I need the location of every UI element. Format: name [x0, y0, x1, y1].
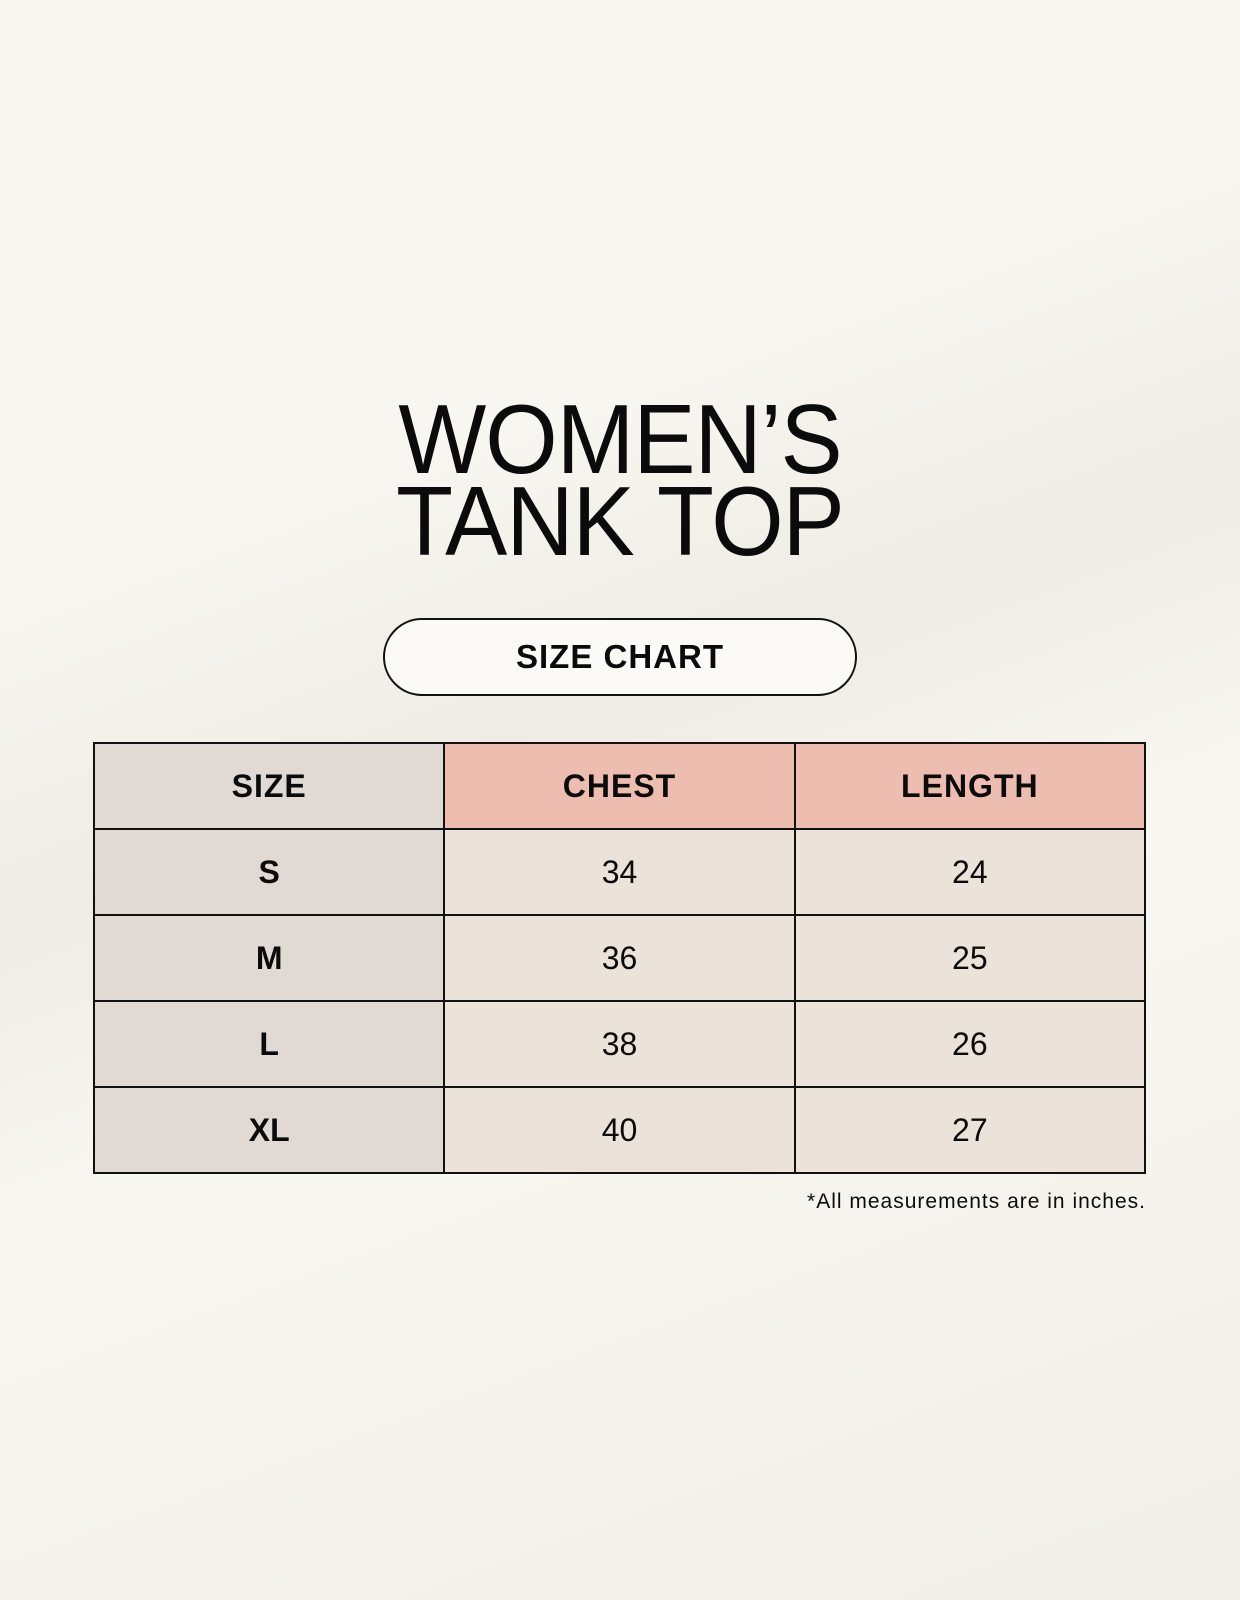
size-chart-badge: SIZE CHART — [383, 618, 857, 696]
chest-cell: 38 — [443, 1000, 796, 1088]
page-title: WOMEN’S TANK TOP — [0, 384, 1240, 576]
table-row: S 34 24 — [92, 828, 1147, 916]
chest-cell: 40 — [443, 1086, 796, 1174]
chest-cell: 34 — [443, 828, 796, 916]
table-row: L 38 26 — [92, 1000, 1147, 1088]
header-chest: CHEST — [443, 742, 796, 830]
title-line-2: TANK TOP — [396, 466, 845, 576]
size-cell: M — [92, 914, 446, 1002]
size-table: SIZE CHEST LENGTH S 34 24 M 36 25 L 38 26 XL 40 27 — [92, 742, 1147, 1174]
size-cell: XL — [92, 1086, 446, 1174]
header-size: SIZE — [92, 742, 446, 830]
size-cell: S — [92, 828, 446, 916]
table-row: XL 40 27 — [92, 1086, 1147, 1174]
length-cell: 25 — [793, 914, 1147, 1002]
header-length: LENGTH — [793, 742, 1147, 830]
table-row: M 36 25 — [92, 914, 1147, 1002]
table-header-row: SIZE CHEST LENGTH — [92, 742, 1147, 830]
length-cell: 27 — [793, 1086, 1147, 1174]
length-cell: 26 — [793, 1000, 1147, 1088]
length-cell: 24 — [793, 828, 1147, 916]
chest-cell: 36 — [443, 914, 796, 1002]
title-line-1: WOMEN’S — [398, 384, 842, 494]
footnote: *All measurements are in inches. — [807, 1190, 1146, 1213]
size-cell: L — [92, 1000, 446, 1088]
